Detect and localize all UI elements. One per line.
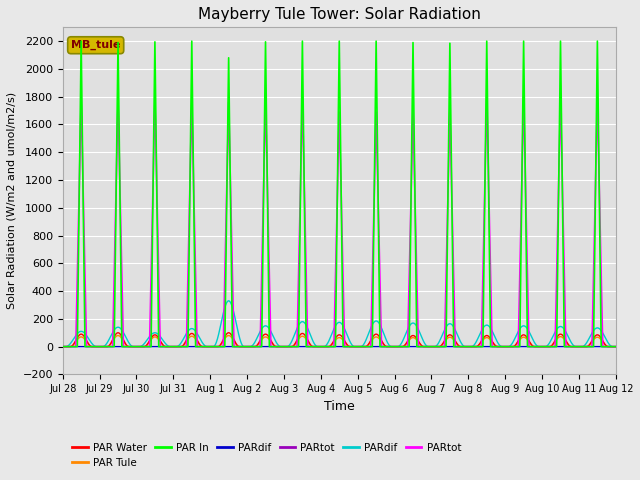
- Y-axis label: Solar Radiation (W/m2 and umol/m2/s): Solar Radiation (W/m2 and umol/m2/s): [7, 92, 17, 310]
- Title: Mayberry Tule Tower: Solar Radiation: Mayberry Tule Tower: Solar Radiation: [198, 7, 481, 22]
- Text: MB_tule: MB_tule: [71, 40, 120, 50]
- X-axis label: Time: Time: [324, 400, 355, 413]
- Legend: PAR Water, PAR Tule, PAR In, PARdif, PARtot, PARdif, PARtot: PAR Water, PAR Tule, PAR In, PARdif, PAR…: [68, 439, 465, 472]
